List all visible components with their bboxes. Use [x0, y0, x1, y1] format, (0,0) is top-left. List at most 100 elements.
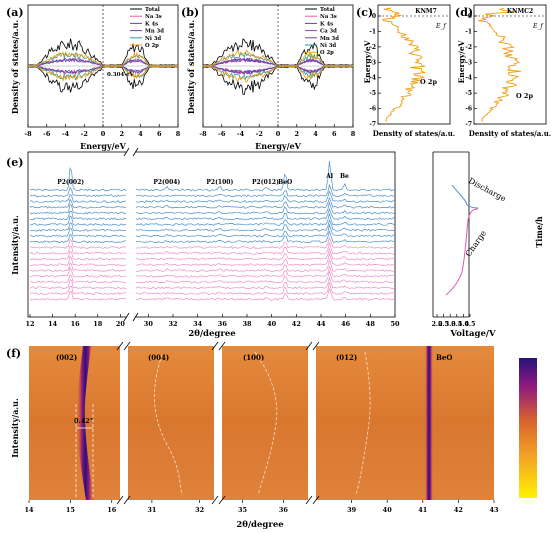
ytick-label-d-0: 0 — [468, 13, 472, 20]
xtick-label-voltage-5: 4.5 — [465, 321, 476, 328]
xrd-pattern-discharge-9-seg1 — [135, 230, 396, 244]
panel-f-ylabel: Intensity/a.u. — [10, 398, 20, 458]
shift-annotation: 0.42° — [74, 417, 93, 425]
legend-label-b-5: Ni 3d — [320, 43, 336, 49]
panel-b-label: (b) — [181, 6, 199, 19]
ytick-label-d-4: -4 — [465, 75, 472, 82]
xtick-label-f-0: 14 — [24, 506, 34, 514]
xtick-label-a-2: -4 — [62, 130, 70, 138]
peak-label-2: P2(100) — [206, 179, 233, 186]
xrd-pattern-discharge-8-seg1 — [135, 223, 396, 238]
xrd-pattern-charge-6-seg0 — [29, 274, 127, 284]
legend-label-a-4: Ni 3d — [145, 36, 161, 42]
panel-c-ylabel: Energy/eV — [363, 40, 372, 83]
panel-d: (d) Energy/eV 0-1-2-3-4-5-6-7 KNMC2 E_f … — [455, 4, 551, 138]
xtick-label-voltage-2: 3.0 — [445, 321, 456, 328]
xtick-label-a-0: -8 — [24, 130, 32, 138]
xtick-label-e-8: 36 — [218, 320, 228, 328]
xtick-label-f-5: 35 — [238, 506, 248, 514]
panel-a: (a) Density of states/a.u. -8 -6 -4 -2 0 2 4 6 8… — [6, 4, 181, 151]
peak-label-4: BeO — [278, 179, 292, 186]
xtick-label-e-2: 16 — [71, 320, 81, 328]
panel-e-axes — [27, 151, 396, 318]
heatmap-segment-1 — [29, 346, 120, 500]
xrd-pattern-charge-8-seg1 — [135, 282, 395, 296]
legend-label-b-4: Mn 3d — [320, 36, 339, 42]
xrd-pattern-discharge-1-seg0 — [29, 186, 127, 198]
colorbar — [519, 358, 537, 498]
panel-d-fermi-label: E_f — [532, 23, 544, 30]
panel-d-axes — [473, 4, 547, 125]
peak-label-1: P2(004) — [153, 179, 180, 186]
panel-c: (c) Energy/eV 0 -1 -2 -3 -4 -5 -6 -7 KNM7 E_f O… — [356, 4, 455, 138]
panel-b-xlabel: Energy/eV — [255, 141, 301, 151]
xrd-pattern-charge-4-seg0 — [29, 262, 127, 272]
xtick-label-b-8: 8 — [351, 130, 356, 138]
xtick-label-e-1: 14 — [48, 320, 58, 328]
xtick-label-b-6: 4 — [313, 130, 318, 138]
ytick-label-d-7: -7 — [465, 121, 472, 128]
dos-curve-d — [478, 7, 521, 122]
panel-b: (b) Density of states/a.u. -8 -6 -4 -2 0 2 4 6 8… — [181, 4, 356, 151]
peak-label-0: P2(002) — [57, 179, 84, 186]
region-label-100: (100) — [243, 353, 264, 362]
xtick-label-b-3: -2 — [256, 130, 263, 138]
heatmap-band-002 — [76, 346, 94, 500]
xrd-pattern-discharge-9-seg0 — [29, 234, 127, 244]
xrd-pattern-charge-6-seg1 — [135, 269, 396, 284]
xrd-pattern-discharge-6-seg1 — [135, 213, 396, 226]
xtick-label-e-4: 20 — [116, 320, 126, 328]
panel-c-fermi-label: E_f — [435, 23, 447, 30]
ytick-label-c-2: -2 — [369, 44, 376, 51]
panel-e-right-xlabel: Voltage/V — [449, 329, 496, 339]
legend-label-b-3: Ca 3d — [320, 29, 337, 35]
panel-c-title: KNM7 — [415, 8, 437, 15]
panel-d-title: KNMC2 — [507, 8, 533, 15]
xrd-pattern-charge-7-seg1 — [135, 276, 396, 290]
heatmap-segment-4 — [316, 346, 494, 500]
xtick-label-a-7: 6 — [157, 130, 162, 138]
panel-e-right: 2.02.53.03.54.04.5 Discharge Charge Time… — [432, 151, 544, 339]
panel-c-label: (c) — [356, 6, 373, 19]
xrd-pattern-charge-2-seg1 — [135, 247, 396, 261]
xtick-label-f-8: 40 — [383, 506, 393, 514]
xtick-label-e-5: 30 — [144, 320, 154, 328]
xrd-pattern-discharge-3-seg0 — [29, 198, 127, 209]
xrd-pattern-charge-3-seg1 — [135, 252, 396, 267]
xtick-label-e-9: 38 — [242, 320, 252, 328]
panel-e-right-ylabel: Time/h — [534, 216, 544, 247]
panel-a-xlabel: Energy/eV — [80, 141, 126, 151]
xrd-pattern-charge-7-seg0 — [29, 279, 127, 290]
panel-e: (e) Intensity/a.u. 12 14 16 18 20 30 32 34 36 38 4… — [6, 147, 400, 339]
xrd-pattern-charge-9-seg1 — [135, 287, 396, 301]
xrd-pattern-charge-0-seg1 — [135, 236, 396, 249]
xrd-pattern-charge-4-seg1 — [135, 259, 396, 272]
xtick-label-voltage-0: 2.0 — [432, 321, 443, 328]
xrd-pattern-charge-1-seg0 — [29, 245, 127, 255]
dos-curve-c — [382, 7, 427, 122]
xtick-label-a-3: -2 — [81, 130, 88, 138]
legend-label-a-0: Total — [145, 7, 160, 13]
xrd-pattern-discharge-1-seg1 — [135, 183, 396, 198]
panel-d-xlabel: Density of states/a.u. — [469, 129, 551, 138]
xtick-label-e-12: 44 — [316, 320, 326, 328]
xtick-label-a-5: 2 — [119, 130, 124, 138]
xtick-label-voltage-4: 4.0 — [458, 321, 469, 328]
panel-a-ylabel: Density of states/a.u. — [10, 20, 20, 114]
xtick-label-b-5: 2 — [294, 130, 299, 138]
xtick-label-a-6: 4 — [138, 130, 143, 138]
region-label-002: (002) — [56, 353, 77, 362]
xtick-label-a-4: 0 — [101, 130, 106, 138]
xrd-pattern-discharge-8-seg0 — [29, 227, 127, 238]
xrd-pattern-charge-9-seg0 — [29, 290, 127, 301]
ytick-label-c-1: -1 — [369, 28, 376, 35]
xrd-pattern-charge-8-seg0 — [29, 285, 127, 295]
xtick-label-e-3: 18 — [93, 320, 103, 328]
xrd-pattern-charge-5-seg1 — [135, 265, 396, 278]
panel-f-axis-breaks — [116, 341, 320, 505]
legend-label-b-1: Na 3s — [320, 14, 337, 20]
region-label-004: (004) — [148, 353, 169, 362]
xtick-label-b-4: 0 — [276, 130, 281, 138]
trace-100 — [254, 351, 278, 496]
